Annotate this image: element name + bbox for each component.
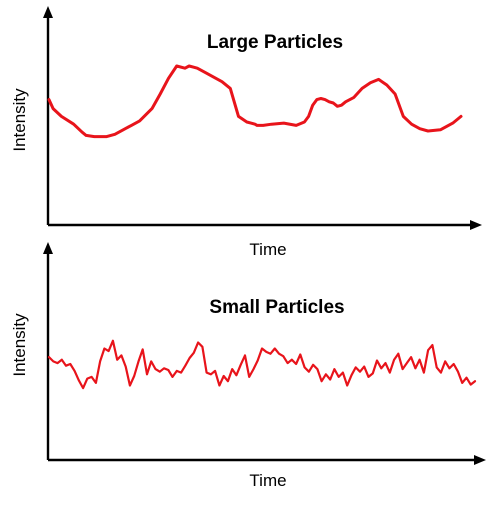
chart-small-particles: Small Particles Time Intensity — [10, 242, 486, 490]
x-axis-label: Time — [249, 240, 286, 259]
x-axis-label: Time — [249, 471, 286, 490]
y-axis-arrow-icon — [43, 6, 53, 18]
x-axis-arrow-icon — [470, 220, 482, 230]
chart-large-particles: Large Particles Time Intensity — [10, 6, 482, 259]
chart-title: Small Particles — [209, 297, 344, 318]
y-axis-arrow-icon — [43, 242, 53, 254]
series-line-small-particles — [47, 339, 477, 390]
chart-title: Large Particles — [207, 32, 343, 53]
y-axis-label: Intensity — [10, 88, 29, 152]
series-line-large-particles — [47, 64, 463, 139]
y-axis-label: Intensity — [10, 313, 29, 377]
x-axis-arrow-icon — [474, 455, 486, 465]
